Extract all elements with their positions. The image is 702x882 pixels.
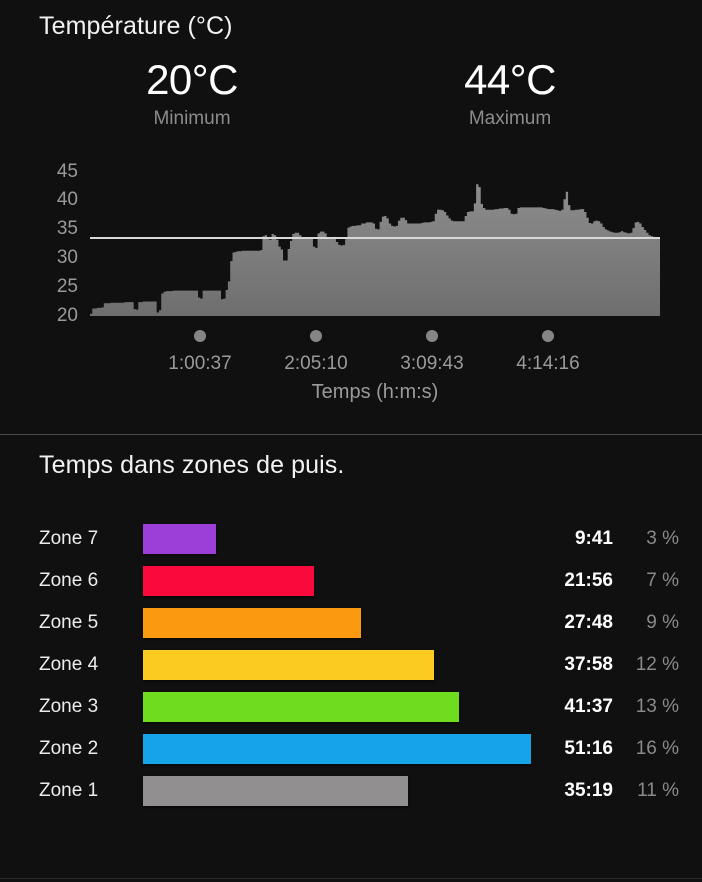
chart-y-tick-40: 40	[56, 189, 78, 211]
zone-row[interactable]: Zone 2 51:16 16 %	[0, 728, 702, 770]
zone-row[interactable]: Zone 6 21:56 7 %	[0, 560, 702, 602]
zone-bar	[143, 776, 408, 806]
zone-percent: 3 %	[646, 528, 679, 549]
bottom-divider	[0, 878, 702, 879]
zone-time: 27:48	[564, 612, 613, 633]
chart-y-tick-30: 30	[56, 247, 78, 269]
power-zones-panel: Temps dans zones de puis. Zone 7 9:41 3 % Z…	[0, 435, 702, 882]
stat-maximum-value: 44°C	[464, 56, 556, 103]
zone-time: 21:56	[564, 570, 613, 591]
chart-svg	[90, 184, 660, 316]
zone-time: 9:41	[574, 528, 613, 549]
chart-x-tick-dots	[0, 330, 702, 346]
zone-percent: 12 %	[635, 654, 679, 675]
stat-minimum: 20°C Minimum	[72, 55, 312, 131]
page-title: Température (°C)	[39, 12, 233, 40]
chart-y-tick-25: 25	[56, 276, 78, 298]
chart-x-tick-dot	[426, 330, 438, 342]
chart-plot-area	[90, 160, 660, 320]
chart-x-axis-title: Temps (h:m:s)	[0, 381, 702, 404]
chart-x-axis-title-text: Temps (h:m:s)	[311, 381, 439, 403]
zone-time: 37:58	[564, 654, 613, 675]
zone-percent: 11 %	[637, 780, 679, 801]
zone-percent: 13 %	[635, 696, 679, 717]
zones-title: Temps dans zones de puis.	[39, 451, 345, 479]
chart-x-tick-dot	[310, 330, 322, 342]
chart-x-tick-labels: 1:00:37 2:05:10 3:09:43 4:14:16	[0, 352, 702, 380]
zone-row[interactable]: Zone 7 9:41 3 %	[0, 518, 702, 560]
zone-row[interactable]: Zone 5 27:48 9 %	[0, 602, 702, 644]
stat-minimum-label: Minimum	[153, 108, 231, 129]
zone-row[interactable]: Zone 3 41:37 13 %	[0, 686, 702, 728]
chart-x-tick-dot	[542, 330, 554, 342]
temperature-stats: 20°C Minimum 44°C Maximum	[0, 55, 702, 140]
zone-bar	[143, 524, 216, 554]
zone-label: Zone 4	[39, 654, 99, 675]
chart-y-tick-20: 20	[56, 305, 78, 326]
zone-list: Zone 7 9:41 3 % Zone 6 21:56 7 % Zone 5 27:48 9 …	[0, 518, 702, 812]
zone-time: 35:19	[564, 780, 613, 801]
zone-label: Zone 7	[39, 528, 99, 549]
chart-area-path	[90, 184, 660, 316]
stat-maximum-label: Maximum	[468, 108, 552, 129]
chart-y-tick-35: 35	[56, 218, 78, 240]
section-divider	[0, 434, 702, 435]
chart-y-axis: 20 25 30 35 40 45	[0, 160, 78, 330]
zone-bar	[143, 566, 314, 596]
zone-percent: 16 %	[635, 738, 679, 759]
zone-bar	[143, 692, 459, 722]
zone-bar	[143, 734, 531, 764]
chart-x-tick-label: 3:09:43	[400, 353, 464, 374]
zone-label: Zone 3	[39, 696, 99, 717]
zone-time: 51:16	[564, 738, 613, 759]
zone-percent: 7 %	[646, 570, 679, 591]
chart-y-tick-45: 45	[56, 160, 78, 182]
stat-minimum-value: 20°C	[146, 56, 238, 103]
zone-label: Zone 1	[39, 780, 99, 801]
zone-bar	[143, 608, 361, 638]
zone-row[interactable]: Zone 1 35:19 11 %	[0, 770, 702, 812]
zone-percent: 9 %	[646, 612, 679, 633]
zone-label: Zone 6	[39, 570, 99, 591]
zone-label: Zone 5	[39, 612, 99, 633]
chart-x-tick-label: 4:14:16	[516, 353, 580, 374]
chart-x-tick-label: 1:00:37	[168, 353, 232, 374]
chart-x-tick-dot	[194, 330, 206, 342]
zone-time: 41:37	[564, 696, 613, 717]
stat-maximum: 44°C Maximum	[390, 55, 630, 131]
temperature-panel: Température (°C) 20°C Minimum 44°C Maxim…	[0, 0, 702, 435]
zone-label: Zone 2	[39, 738, 99, 759]
temperature-chart: 20 25 30 35 40 45	[0, 160, 702, 330]
zone-row[interactable]: Zone 4 37:58 12 %	[0, 644, 702, 686]
zone-bar	[143, 650, 434, 680]
chart-x-tick-label: 2:05:10	[284, 353, 348, 374]
